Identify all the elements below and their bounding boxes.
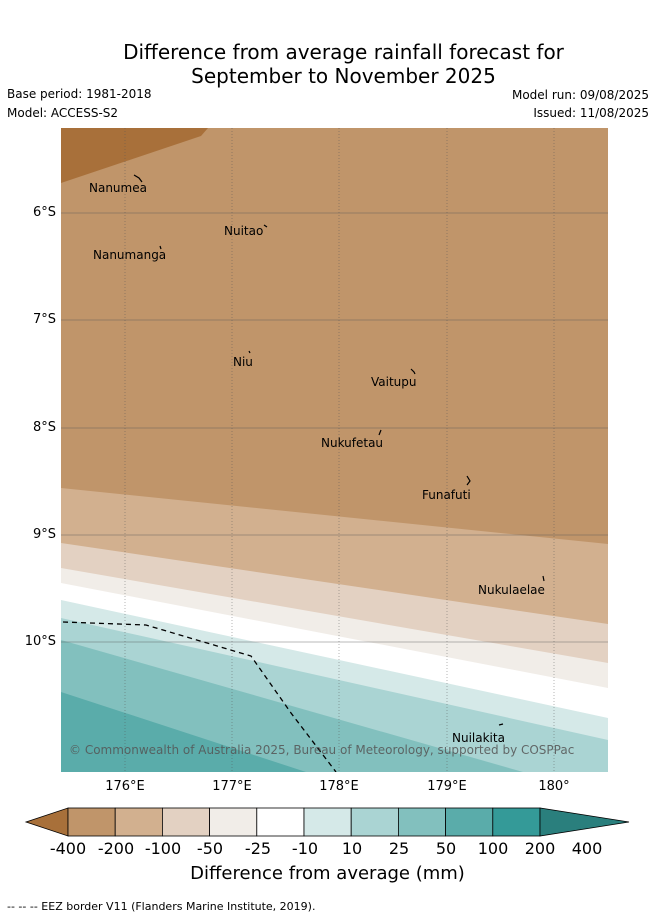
colorbar-segment bbox=[161, 807, 210, 837]
map-title: Difference from average rainfall forecas… bbox=[0, 40, 655, 88]
place-label: Nanumanga bbox=[93, 248, 167, 262]
lon-label-177e: 177°E bbox=[212, 779, 252, 794]
colorbar-segment bbox=[114, 807, 163, 837]
colorbar-tick-label: 25 bbox=[388, 839, 410, 858]
colorbar-segment bbox=[67, 807, 116, 837]
place-label: Nuitao bbox=[224, 224, 264, 238]
colorbar-segment bbox=[209, 807, 258, 837]
lon-label-179e: 179°E bbox=[427, 779, 467, 794]
rainfall-map bbox=[61, 128, 608, 772]
band-plus-100 bbox=[61, 692, 306, 772]
island-nuitao bbox=[263, 224, 268, 228]
lat-label-8s: 8°S bbox=[32, 420, 56, 435]
colorbar-tick-label: -10 bbox=[291, 839, 319, 858]
place-label: Niu bbox=[233, 355, 253, 369]
lon-label-176e: 176°E bbox=[105, 779, 145, 794]
colorbar-segment bbox=[492, 807, 541, 837]
band-minus-400 bbox=[61, 128, 208, 183]
colorbar-tick-label: 50 bbox=[435, 839, 457, 858]
lat-label-10s: 10°S bbox=[24, 634, 56, 649]
island-niu bbox=[248, 350, 251, 354]
colorbar-tick-label: -200 bbox=[97, 839, 135, 858]
island-nanumanga bbox=[159, 245, 162, 250]
colorbar-tick-label: 100 bbox=[477, 839, 509, 858]
colorbar-arrow-high bbox=[539, 807, 630, 837]
colorbar-tick-label: -50 bbox=[196, 839, 224, 858]
place-label: Nuilakita bbox=[452, 731, 505, 745]
island-funafuti bbox=[466, 475, 471, 486]
place-label: Funafuti bbox=[422, 488, 471, 502]
colorbar-arrow-low bbox=[24, 807, 69, 837]
place-label: Nukulaelae bbox=[478, 583, 545, 597]
islands bbox=[133, 174, 545, 726]
colorbar-tick-label: 10 bbox=[341, 839, 363, 858]
island-vaitupu bbox=[410, 368, 416, 375]
lon-label-180: 180° bbox=[538, 779, 570, 794]
colorbar-tick-label: 200 bbox=[524, 839, 556, 858]
model-run: Model run: 09/08/2025 bbox=[511, 88, 649, 102]
colorbar-tick-label: -25 bbox=[244, 839, 272, 858]
lat-label-9s: 9°S bbox=[32, 527, 56, 542]
title-line-1: Difference from average rainfall forecas… bbox=[123, 40, 564, 64]
base-period: Base period: 1981-2018 bbox=[7, 87, 152, 101]
place-label: Vaitupu bbox=[371, 375, 417, 389]
colorbar-segment bbox=[350, 807, 399, 837]
title-line-2: September to November 2025 bbox=[191, 64, 496, 88]
place-label: Nanumea bbox=[89, 181, 147, 195]
graticule bbox=[61, 128, 608, 772]
colorbar-segment bbox=[256, 807, 305, 837]
colorbar-tick-label: -400 bbox=[49, 839, 87, 858]
colorbar-tick-label: 400 bbox=[571, 839, 603, 858]
colorbar-segment bbox=[303, 807, 352, 837]
lat-label-6s: 6°S bbox=[32, 205, 56, 220]
copyright-credit: © Commonwealth of Australia 2025, Bureau… bbox=[69, 743, 575, 757]
colorbar-segment bbox=[445, 807, 494, 837]
map-canvas bbox=[61, 128, 608, 772]
island-nuilakita bbox=[498, 723, 504, 726]
colorbar-tick-label: -100 bbox=[144, 839, 182, 858]
island-nukufetau bbox=[378, 429, 382, 436]
eez-legend-note: -- -- -- EEZ border V11 (Flanders Marine… bbox=[7, 900, 316, 913]
colorbar bbox=[24, 807, 630, 837]
eez-border bbox=[62, 621, 337, 772]
colorbar-title: Difference from average (mm) bbox=[190, 863, 465, 884]
lon-label-178e: 178°E bbox=[319, 779, 359, 794]
lat-label-7s: 7°S bbox=[32, 312, 56, 327]
island-nanumea bbox=[133, 174, 143, 183]
model-name: Model: ACCESS-S2 bbox=[7, 106, 119, 120]
issued-date: Issued: 11/08/2025 bbox=[533, 106, 649, 120]
colorbar-segment bbox=[397, 807, 446, 837]
island-nukulaelae bbox=[542, 575, 545, 582]
place-label: Nukufetau bbox=[321, 436, 384, 450]
